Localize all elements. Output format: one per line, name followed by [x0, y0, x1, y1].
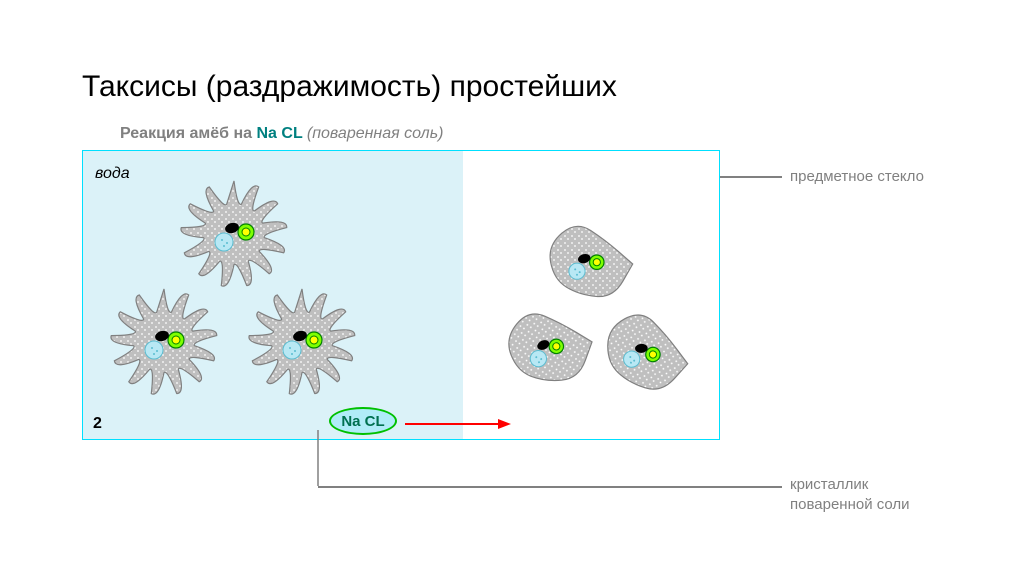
- amoeba-extended: [175, 175, 293, 298]
- amoeba-extended: [105, 283, 223, 406]
- nacl-label: Na CL: [341, 413, 384, 430]
- amoeba-extended: [243, 283, 361, 406]
- label-crystal-2: поваренной соли: [790, 496, 910, 513]
- subtitle-main: Реакция амёб на: [120, 125, 257, 142]
- label-crystal-1: кристаллик: [790, 476, 868, 493]
- leader-slide: [720, 176, 782, 178]
- water-label: вода: [95, 165, 130, 183]
- slide-glass: вода 2: [82, 150, 720, 440]
- label-slide: предметное стекло: [790, 168, 924, 185]
- subtitle-na: Na CL: [257, 125, 307, 142]
- subtitle: Реакция амёб на Na CL (поваренная соль): [120, 125, 443, 143]
- amoeba-contracted: [591, 303, 693, 410]
- page-title: Таксисы (раздражимость) простейших: [82, 70, 617, 104]
- subtitle-note: (поваренная соль): [307, 125, 444, 142]
- leader-crystal-v: [312, 430, 324, 488]
- nacl-crystal: Na CL: [329, 407, 397, 435]
- movement-arrow: [403, 414, 513, 434]
- leader-crystal-h: [318, 486, 782, 488]
- frame-number: 2: [93, 415, 102, 433]
